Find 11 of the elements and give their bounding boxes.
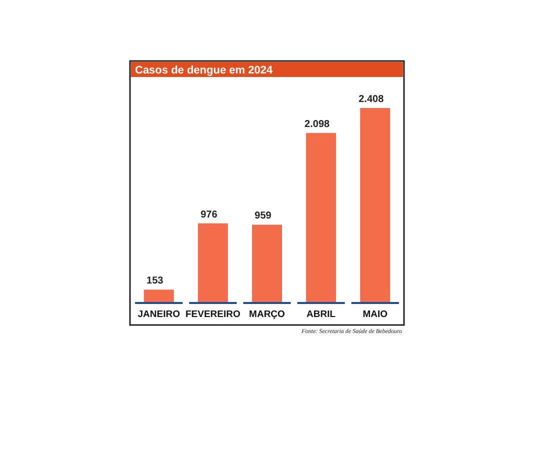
x-tick-label: JANEIRO [138,309,180,320]
data-label: 976 [200,209,218,220]
x-tick-label: MAIO [362,309,388,320]
x-tick-label: ABRIL [306,309,336,320]
data-label: 2.098 [304,118,330,130]
data-label: 153 [146,276,164,287]
chart-title: Casos de dengue em 2024 [135,64,274,76]
data-label: 2.408 [358,94,384,105]
x-tick-label: MARÇO [249,309,285,320]
data-label: 959 [254,210,272,222]
x-tick-label: FEVEREIRO [185,309,240,320]
